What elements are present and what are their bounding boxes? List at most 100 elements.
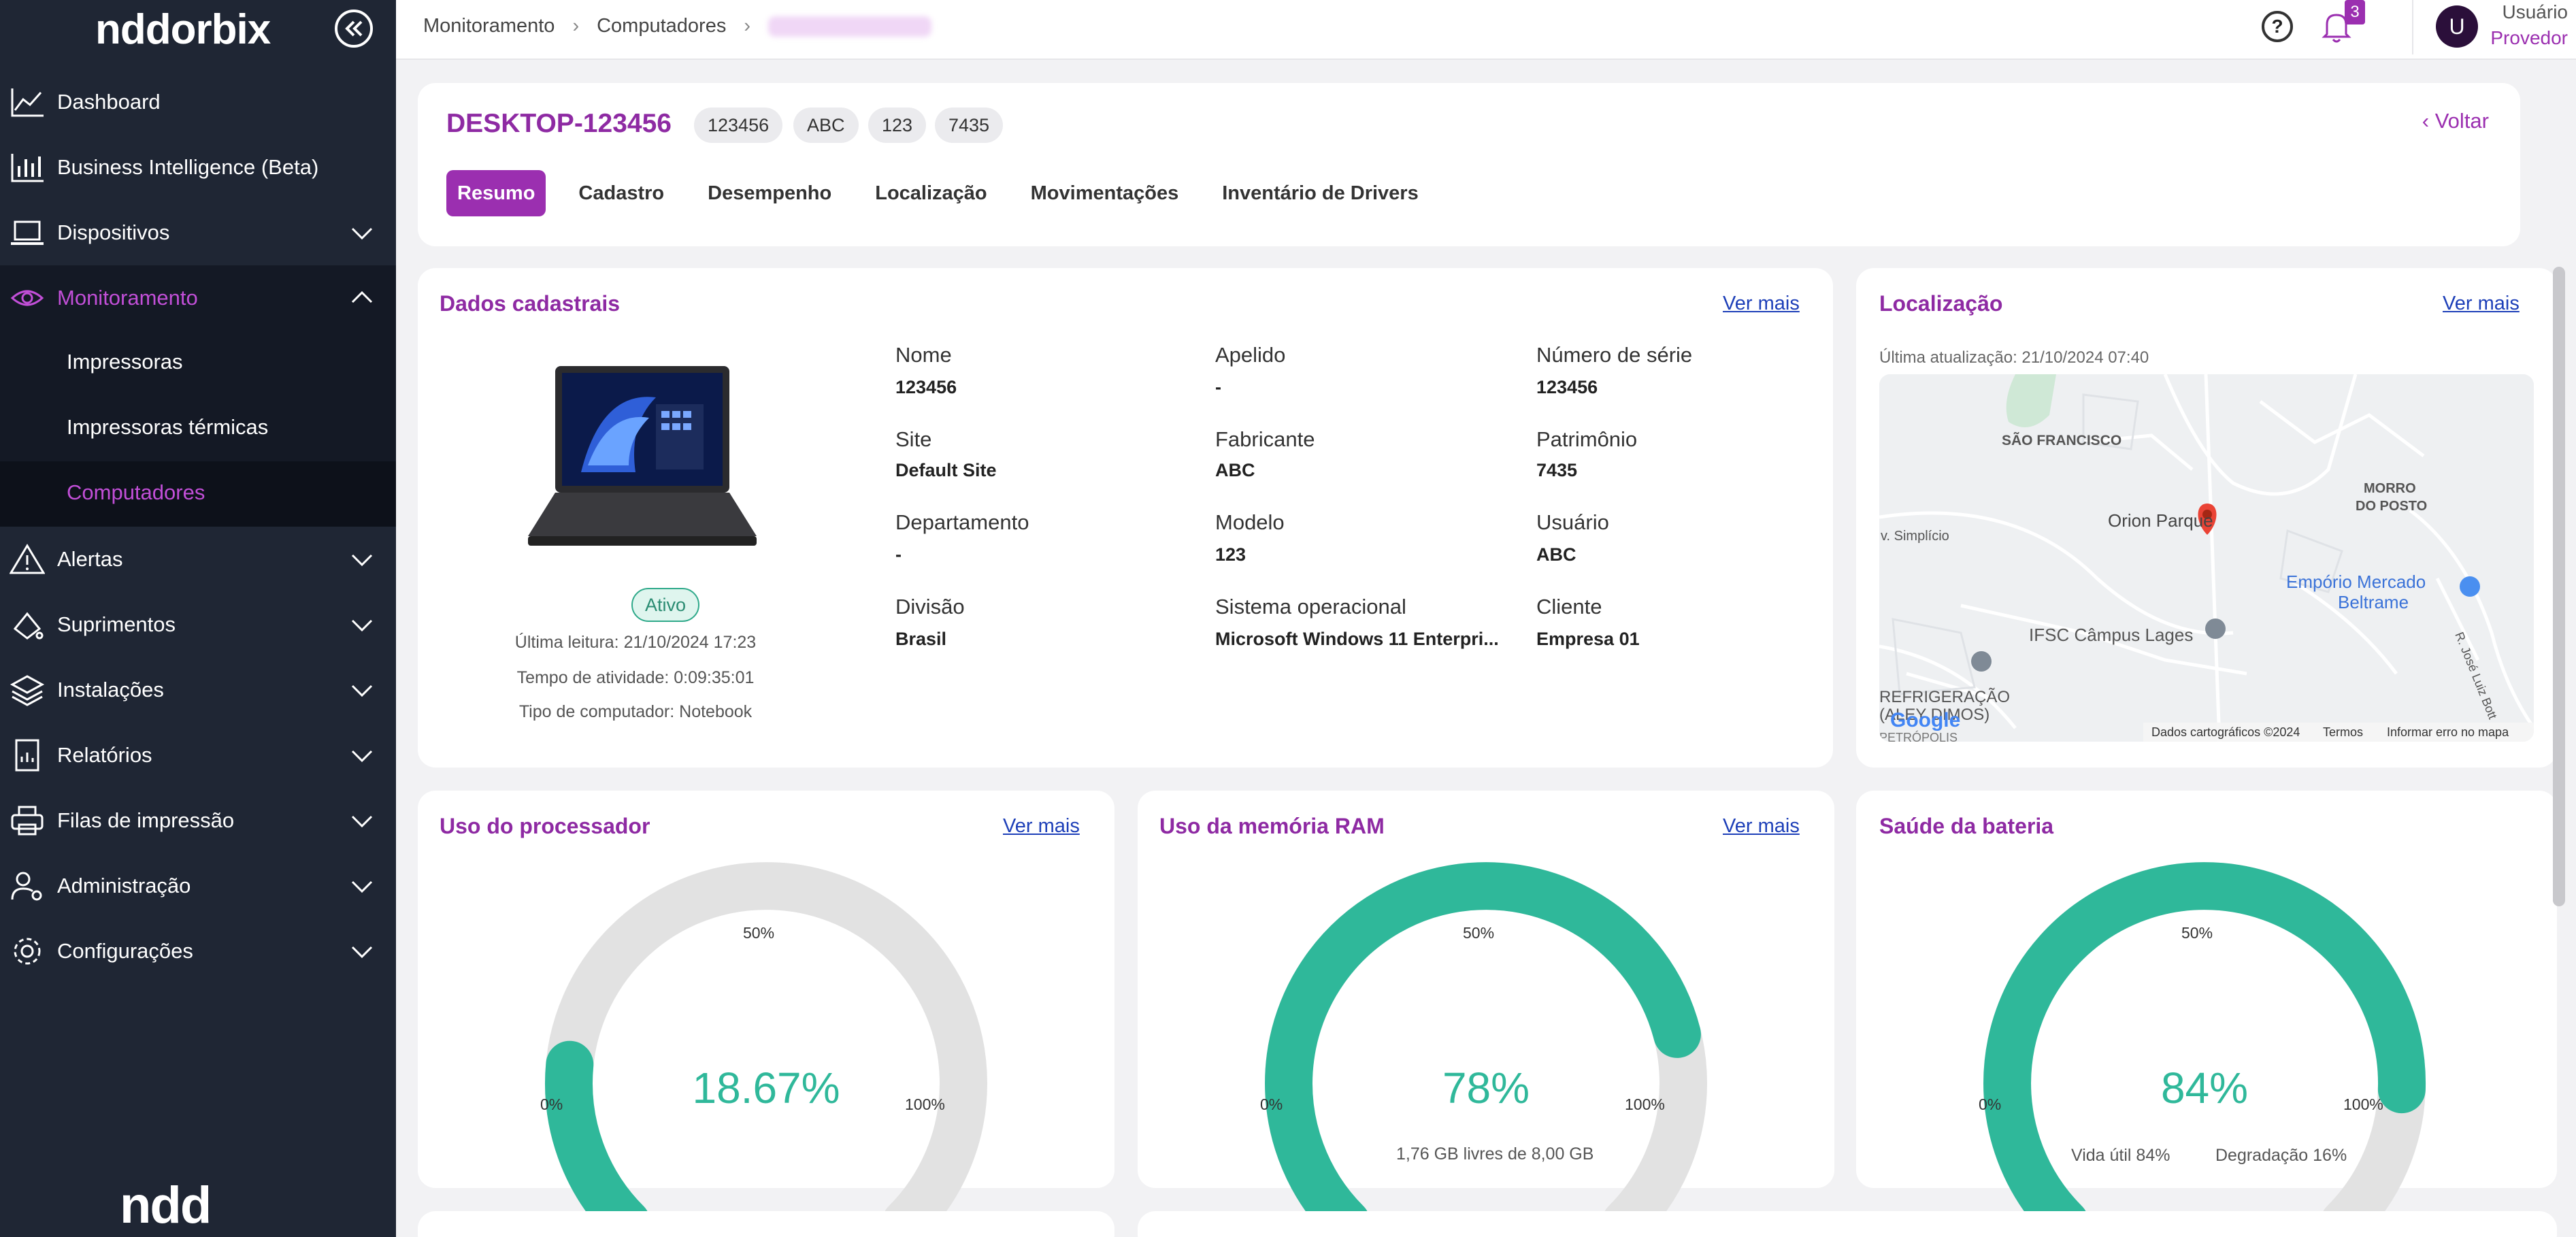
map-label: SÃO FRANCISCO	[2002, 433, 2121, 448]
sidebar-item-dispositivos[interactable]: Dispositivos	[0, 200, 396, 265]
eye-icon	[10, 290, 44, 306]
sidebar-item-configuracoes[interactable]: Configurações	[0, 919, 396, 984]
device-chip: 123	[868, 108, 927, 143]
field-label-modelo: Modelo	[1215, 510, 1285, 534]
gauge-tick-mid: 50%	[2181, 924, 2213, 942]
place-marker-icon	[2460, 576, 2480, 597]
chevron-up-icon	[351, 291, 373, 303]
cpu-ver-mais-link[interactable]: Ver mais	[1003, 815, 1080, 837]
gauge-tick-mid: 50%	[1463, 924, 1495, 942]
tab-desempenho[interactable]: Desempenho	[708, 182, 832, 204]
localizacao-ver-mais-link[interactable]: Ver mais	[2443, 293, 2520, 314]
map-label: DO POSTO	[2356, 499, 2427, 514]
map-attribution: Dados cartográficos ©2024	[2151, 725, 2300, 739]
sidebar-item-suprimentos[interactable]: Suprimentos	[0, 592, 396, 657]
partial-card	[1138, 1211, 2557, 1237]
map-label: Empório Mercado	[2286, 572, 2426, 592]
sidebar-subitem-label: Impressoras térmicas	[67, 415, 269, 439]
breadcrumb-separator-icon: ›	[572, 15, 580, 37]
field-label-usuario: Usuário	[1536, 510, 1609, 534]
sidebar-subitem-impressoras[interactable]: Impressoras	[0, 331, 396, 396]
collapse-sidebar-button[interactable]	[335, 10, 373, 48]
field-value-cliente: Empresa 01	[1536, 629, 1640, 649]
localizacao-title: Localização	[1879, 291, 2003, 316]
sidebar-item-filas-de-impressao[interactable]: Filas de impressão	[0, 788, 396, 853]
field-label-fabricante: Fabricante	[1215, 427, 1315, 451]
field-label-apelido: Apelido	[1215, 343, 1286, 367]
cpu-value: 18.67%	[692, 1063, 840, 1112]
sidebar-item-business-intelligence[interactable]: Business Intelligence (Beta)	[0, 135, 396, 200]
back-label: Voltar	[2434, 109, 2489, 133]
tab-resumo[interactable]: Resumo	[446, 170, 546, 216]
map-label: Beltrame	[2338, 592, 2409, 612]
warning-icon	[10, 544, 45, 574]
sidebar-item-label: Relatórios	[57, 743, 152, 767]
avatar[interactable]: U	[2436, 5, 2478, 48]
map-terms-link[interactable]: Termos	[2323, 725, 2363, 739]
map-label: IFSC Câmpus Lages	[2029, 625, 2193, 645]
breadcrumb-monitoramento[interactable]: Monitoramento	[423, 15, 555, 37]
bar-chart-icon	[11, 154, 44, 182]
sidebar-item-monitoramento[interactable]: Monitoramento	[0, 265, 396, 331]
map-label: PETRÓPOLIS	[1879, 730, 1958, 742]
user-name[interactable]: Usuário	[2502, 1, 2568, 22]
bell-icon[interactable]	[2320, 10, 2353, 44]
chevron-left-icon: ‹	[2422, 109, 2435, 133]
sidebar-item-alertas[interactable]: Alertas	[0, 527, 396, 592]
ram-title: Uso da memória RAM	[1159, 814, 1385, 838]
tab-movimentacoes[interactable]: Movimentações	[1030, 182, 1179, 204]
tab-cadastro[interactable]: Cadastro	[578, 182, 665, 204]
cpu-gauge	[545, 862, 987, 1213]
field-label-nome: Nome	[895, 343, 952, 367]
field-value-numero-serie: 123456	[1536, 377, 1598, 397]
chevron-down-icon	[351, 685, 373, 697]
sidebar-item-relatorios[interactable]: Relatórios	[0, 723, 396, 788]
ink-drop-icon	[13, 612, 44, 640]
chevron-down-icon	[351, 815, 373, 828]
place-marker-icon	[1971, 651, 1992, 672]
sidebar-nav: Dashboard Business Intelligence (Beta) D…	[0, 69, 396, 984]
gauge-tick-mid: 50%	[743, 924, 775, 942]
device-title: DESKTOP-123456	[446, 109, 672, 138]
cpu-card: Uso do processador Ver mais 50% 0% 100% …	[418, 791, 1114, 1213]
sidebar-subitem-label: Impressoras	[67, 350, 183, 374]
chevron-down-icon	[351, 619, 373, 632]
field-label-cliente: Cliente	[1536, 595, 1602, 618]
sidebar-item-dashboard[interactable]: Dashboard	[0, 69, 396, 135]
chevron-down-icon	[351, 946, 373, 959]
ndd-footer-logo: ndd	[120, 1176, 212, 1234]
breadcrumb-computadores[interactable]: Computadores	[597, 15, 727, 37]
chevron-down-icon	[351, 750, 373, 763]
tab-localizacao[interactable]: Localização	[875, 182, 987, 204]
field-value-patrimonio: 7435	[1536, 460, 1578, 480]
sidebar-subitem-computadores[interactable]: Computadores	[0, 461, 396, 527]
help-icon[interactable]: ?	[2262, 11, 2293, 42]
sidebar-item-label: Monitoramento	[57, 286, 198, 310]
ram-ver-mais-link[interactable]: Ver mais	[1723, 815, 1800, 837]
field-value-departamento: -	[895, 544, 902, 565]
gauge-tick-min: 0%	[1260, 1095, 1283, 1113]
chevron-down-icon	[351, 227, 373, 240]
map-label: REFRIGERAÇÃO	[1879, 688, 2010, 706]
back-link[interactable]: ‹ Voltar	[2422, 109, 2489, 133]
sidebar-subitem-impressoras-termicas[interactable]: Impressoras térmicas	[0, 396, 396, 461]
scrollbar[interactable]	[2553, 267, 2565, 906]
printer-icon	[11, 806, 44, 836]
map-report-error-link[interactable]: Informar erro no mapa	[2387, 725, 2509, 739]
sidebar-item-label: Dispositivos	[57, 220, 170, 244]
sidebar-item-label: Filas de impressão	[57, 808, 235, 832]
sidebar-item-administracao[interactable]: Administração	[0, 853, 396, 919]
localizacao-card: Localização Ver mais Última atualização:…	[1856, 268, 2557, 768]
sidebar-item-instalacoes[interactable]: Instalações	[0, 657, 396, 723]
gauge-tick-max: 100%	[1625, 1095, 1665, 1113]
battery-degradacao: Degradação 16%	[2215, 1146, 2347, 1165]
sidebar-item-label: Business Intelligence (Beta)	[57, 155, 319, 179]
layers-icon	[10, 675, 45, 706]
dados-ver-mais-link[interactable]: Ver mais	[1723, 293, 1800, 314]
tipo-computador: Tipo de computador: Notebook	[518, 702, 753, 721]
status-badge: Ativo	[631, 588, 699, 622]
user-gear-icon	[11, 872, 42, 901]
tab-inventario-de-drivers[interactable]: Inventário de Drivers	[1222, 182, 1419, 204]
cpu-title: Uso do processador	[440, 814, 650, 838]
map[interactable]: SÃO FRANCISCO MORRO DO POSTO Orion Parqu…	[1879, 374, 2534, 742]
